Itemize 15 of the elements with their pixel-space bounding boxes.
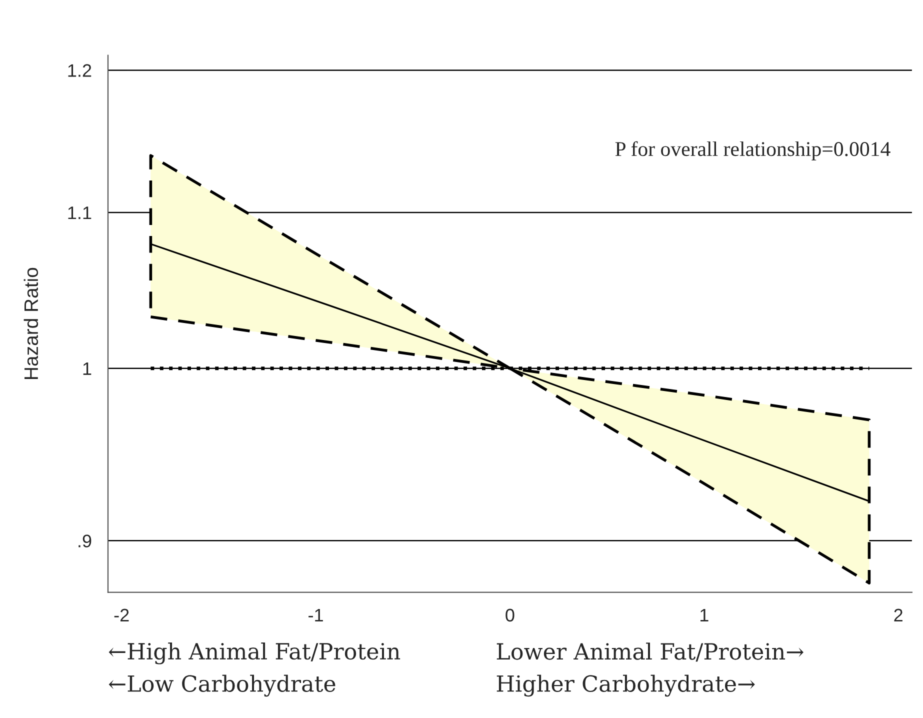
y-tick-label: 1.2 bbox=[68, 64, 92, 77]
x-tick-label: 2 bbox=[894, 608, 902, 622]
y-tick-label: 1.1 bbox=[68, 206, 92, 220]
x-tick-label: 0 bbox=[506, 608, 514, 622]
y-axis-title: Hazard Ratio bbox=[24, 268, 38, 379]
x-tick-label: -1 bbox=[308, 608, 323, 622]
y-tick-label: .9 bbox=[78, 534, 92, 548]
y-tick-label: 1 bbox=[83, 362, 92, 375]
text: ←Low Carbohydrate bbox=[108, 674, 336, 697]
x-tick-label: 1 bbox=[700, 608, 708, 622]
x-tick-label: -2 bbox=[114, 608, 129, 622]
text: ←High Animal Fat/Protein bbox=[108, 642, 400, 664]
text: Lower Animal Fat/Protein→ bbox=[496, 642, 804, 662]
annotation: P for overall relationship=0.0014 bbox=[615, 141, 890, 160]
text: Higher Carbohydrate→ bbox=[496, 674, 755, 697]
